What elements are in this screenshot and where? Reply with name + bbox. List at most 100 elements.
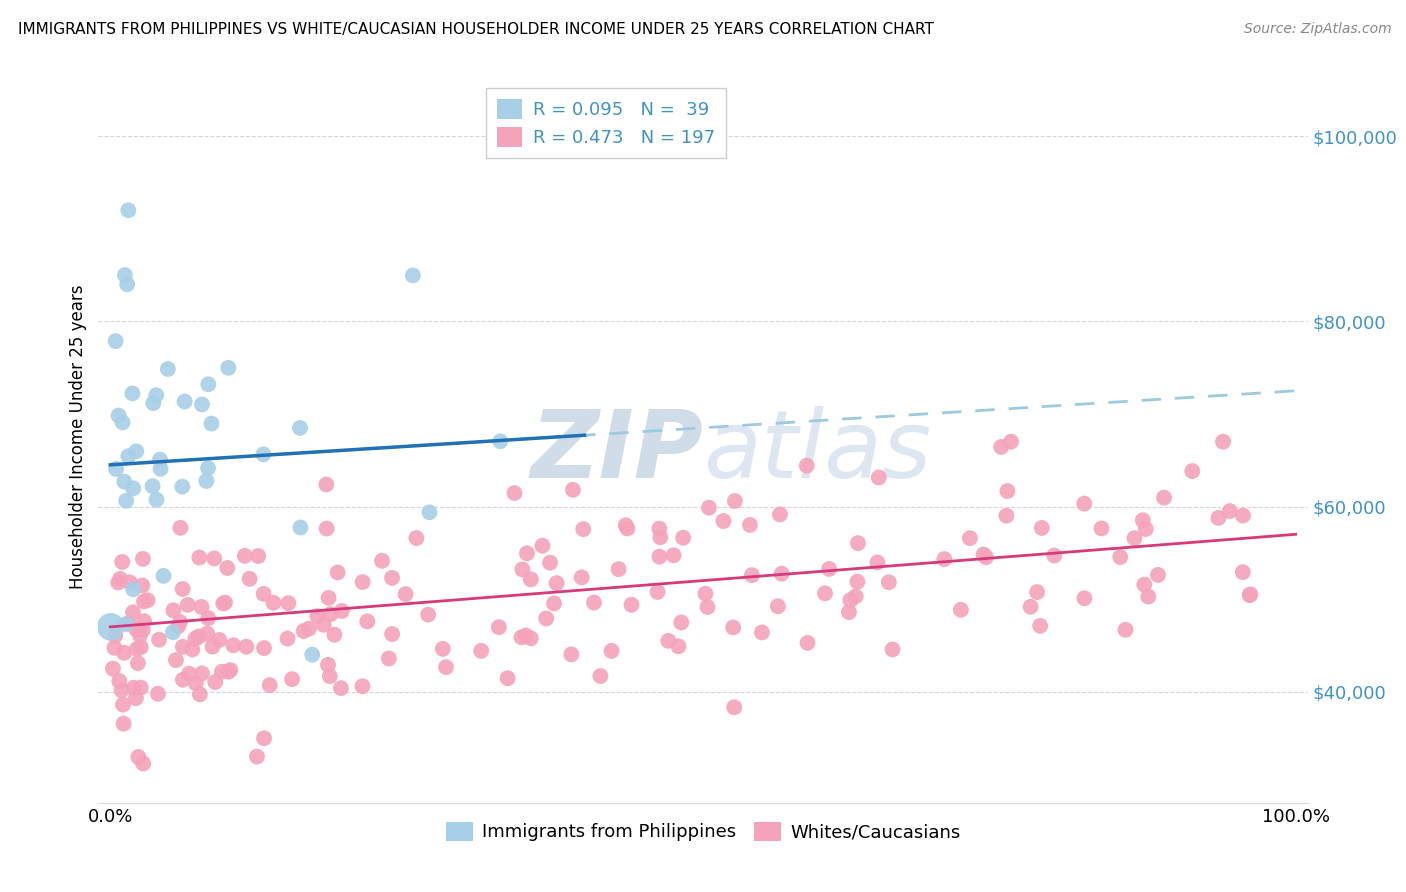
Text: atlas: atlas [703, 406, 931, 497]
Point [371, 554, 394, 568]
Point [647, 585, 669, 599]
Point [217, 561, 239, 575]
Point [112, 716, 135, 731]
Point [352, 575, 374, 590]
Point [531, 539, 554, 553]
Point [418, 607, 440, 622]
Point [259, 678, 281, 692]
Text: IMMIGRANTS FROM PHILIPPINES VS WHITE/CAUCASIAN HOUSEHOLDER INCOME UNDER 25 YEARS: IMMIGRANTS FROM PHILIPPINES VS WHITE/CAU… [18, 22, 934, 37]
Point [117, 616, 139, 631]
Point [1147, 568, 1170, 582]
Point [1000, 434, 1022, 449]
Point [418, 505, 440, 519]
Point [796, 636, 818, 650]
Point [169, 521, 191, 535]
Point [1109, 550, 1132, 565]
Point [142, 479, 165, 493]
Point [839, 593, 862, 607]
Point [538, 556, 561, 570]
Point [724, 494, 747, 508]
Point [696, 599, 718, 614]
Point [128, 628, 150, 642]
Point [668, 640, 690, 654]
Point [136, 593, 159, 607]
Point [534, 611, 557, 625]
Point [405, 531, 427, 545]
Text: ZIP: ZIP [530, 406, 703, 498]
Point [1208, 511, 1230, 525]
Point [172, 480, 194, 494]
Point [520, 572, 543, 586]
Point [101, 662, 124, 676]
Point [1137, 590, 1160, 604]
Point [211, 665, 233, 679]
Point [378, 651, 401, 665]
Point [662, 549, 685, 563]
Point [117, 449, 139, 463]
Point [204, 675, 226, 690]
Point [173, 394, 195, 409]
Point [315, 522, 337, 536]
Point [202, 551, 225, 566]
Point [218, 665, 240, 679]
Point [572, 522, 595, 536]
Point [277, 632, 299, 646]
Point [129, 681, 152, 695]
Point [172, 640, 194, 654]
Point [319, 669, 342, 683]
Point [1212, 434, 1234, 449]
Point [118, 575, 141, 590]
Point [179, 666, 201, 681]
Point [315, 477, 337, 491]
Point [172, 582, 194, 596]
Point [105, 462, 128, 476]
Point [516, 546, 538, 560]
Point [510, 630, 533, 644]
Point [148, 632, 170, 647]
Point [1031, 521, 1053, 535]
Point [125, 642, 148, 657]
Point [191, 397, 214, 411]
Point [394, 587, 416, 601]
Point [381, 571, 404, 585]
Point [1043, 549, 1066, 563]
Point [107, 575, 129, 590]
Point [149, 452, 172, 467]
Point [111, 698, 134, 712]
Point [769, 508, 792, 522]
Point [818, 562, 841, 576]
Point [882, 642, 904, 657]
Point [127, 656, 149, 670]
Point [543, 596, 565, 610]
Point [145, 388, 167, 402]
Point [672, 531, 695, 545]
Point [648, 522, 671, 536]
Point [671, 615, 693, 630]
Point [131, 578, 153, 592]
Point [165, 653, 187, 667]
Point [184, 632, 207, 646]
Point [515, 629, 537, 643]
Point [866, 556, 889, 570]
Point [103, 640, 125, 655]
Point [111, 555, 134, 569]
Point [115, 493, 138, 508]
Point [330, 604, 353, 618]
Point [1133, 577, 1156, 591]
Point [751, 625, 773, 640]
Point [301, 648, 323, 662]
Point [959, 531, 981, 545]
Point [129, 640, 152, 654]
Point [288, 421, 311, 435]
Point [1073, 497, 1095, 511]
Point [208, 632, 231, 647]
Point [697, 500, 720, 515]
Point [110, 683, 132, 698]
Point [114, 268, 136, 282]
Point [253, 641, 276, 656]
Point [1135, 522, 1157, 536]
Point [235, 640, 257, 654]
Point [560, 648, 582, 662]
Point [122, 605, 145, 619]
Point [352, 679, 374, 693]
